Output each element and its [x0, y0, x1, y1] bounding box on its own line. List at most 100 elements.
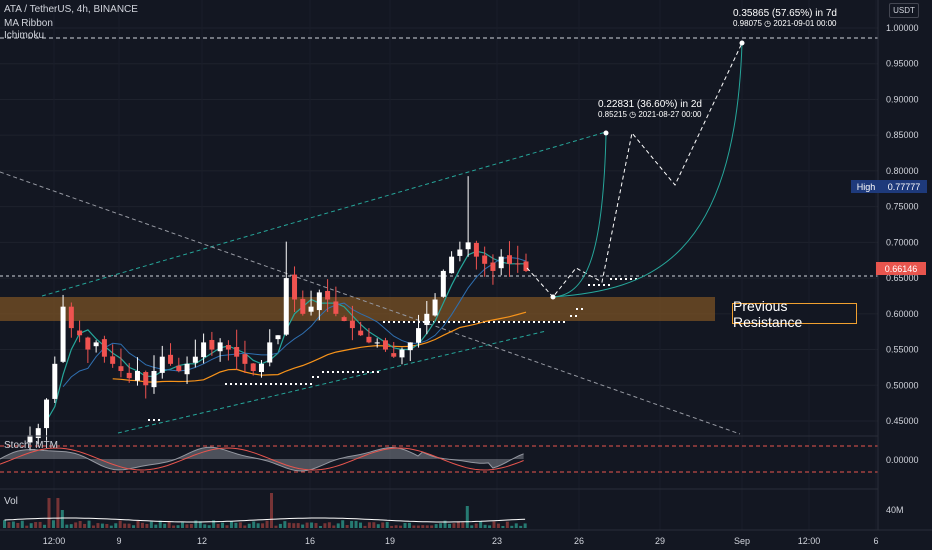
volume-bar	[341, 520, 345, 528]
volume-bar	[65, 524, 69, 528]
grid-lines	[0, 27, 878, 422]
candle-body	[151, 370, 157, 388]
projection-curve-2d	[552, 133, 607, 298]
volume-bar	[123, 523, 127, 528]
candle-body	[60, 306, 66, 362]
candle-body	[176, 365, 182, 371]
volume-bar	[372, 522, 376, 528]
volume-bar	[394, 525, 398, 528]
candle-body	[93, 342, 99, 347]
volume-bar	[448, 523, 451, 528]
volume-bar	[127, 523, 131, 528]
candle-body	[134, 370, 140, 381]
candle-body	[316, 292, 322, 311]
volume-bar	[399, 525, 403, 528]
candle-body	[118, 366, 124, 371]
volume-bars	[3, 493, 527, 528]
volume-bar	[118, 520, 122, 528]
candle-body	[391, 353, 397, 357]
candle-body	[159, 356, 165, 373]
volume-bar	[38, 521, 42, 528]
volume-bar	[78, 521, 82, 528]
stoch-d-line	[0, 447, 524, 471]
candle-body	[217, 342, 223, 352]
volume-bar	[247, 523, 251, 528]
stoch-pane-label[interactable]: Stoch_MTM	[4, 440, 58, 451]
candle-body	[192, 356, 198, 363]
volume-bar	[216, 523, 220, 528]
candle-body	[325, 290, 331, 300]
volume-bar	[488, 525, 492, 528]
volume-bar	[421, 525, 425, 528]
x-tick-label: Sep	[734, 536, 750, 546]
candle-body	[416, 328, 422, 343]
candle-body	[300, 298, 306, 314]
resistance-label[interactable]: Previous Resistance	[732, 298, 857, 330]
volume-bar	[47, 498, 51, 528]
currency-badge[interactable]: USDT	[889, 3, 919, 18]
volume-bar	[523, 523, 527, 528]
candle-body	[209, 339, 215, 350]
candle-body	[201, 342, 207, 358]
volume-bar	[25, 525, 29, 528]
projection-target-7d-point[interactable]	[739, 40, 745, 46]
indicator-ma-ribbon[interactable]: MA Ribbon	[4, 18, 53, 29]
volume-bar	[443, 520, 447, 528]
volume-bar	[301, 524, 305, 528]
candles-group	[27, 176, 529, 451]
projection-start-point[interactable]	[550, 294, 556, 300]
volume-bar	[292, 523, 296, 528]
x-tick-label: 19	[385, 536, 395, 546]
candle-body	[27, 435, 33, 443]
volume-bar	[332, 525, 336, 528]
y-tick-label: 0.45000	[886, 416, 919, 426]
downtrend-line	[0, 171, 741, 435]
annotation-7d[interactable]: 0.35865 (57.65%) in 7d 0.98075 ◷ 2021-09…	[733, 8, 837, 28]
volume-bar	[198, 521, 202, 528]
volume-bar	[314, 523, 318, 528]
candle-body	[457, 249, 463, 256]
volume-bar	[238, 522, 242, 528]
candle-body	[168, 354, 174, 364]
vol-pane-label[interactable]: Vol	[4, 496, 18, 507]
volume-bar	[323, 523, 327, 528]
volume-bar	[43, 524, 47, 528]
candle-body	[225, 345, 231, 350]
candle-body	[440, 270, 446, 297]
volume-bar	[252, 521, 256, 528]
candle-body	[258, 363, 264, 373]
volume-bar	[430, 525, 434, 528]
annotation-7d-sub: 0.98075 ◷ 2021-09-01 00:00	[733, 19, 837, 28]
volume-bar	[7, 522, 11, 528]
y-tick-label: 0.90000	[886, 94, 919, 104]
candle-body	[465, 242, 471, 250]
volume-bar	[265, 520, 269, 528]
candle-body	[292, 274, 298, 300]
volume-bar	[212, 520, 216, 528]
y-tick-label: 0.95000	[886, 59, 919, 69]
volume-bar	[376, 524, 380, 528]
projection-target-2d-point[interactable]	[603, 130, 609, 136]
volume-bar	[305, 522, 309, 528]
ma-slow-line	[112, 311, 527, 383]
volume-bar	[492, 521, 496, 528]
volume-bar	[310, 522, 314, 528]
x-tick-label: 29	[655, 536, 665, 546]
volume-ma-line	[4, 517, 526, 523]
candle-body	[250, 363, 256, 371]
y-tick-label: 0.70000	[886, 237, 919, 247]
candle-body	[382, 340, 388, 350]
volume-bar	[403, 523, 407, 528]
x-tick-label: 9	[116, 536, 121, 546]
volume-bar	[234, 522, 238, 528]
x-tick-label: 16	[305, 536, 315, 546]
candle-body	[407, 342, 413, 351]
annotation-2d[interactable]: 0.22831 (36.60%) in 2d 0.85215 ◷ 2021-08…	[598, 99, 702, 119]
volume-bar	[3, 520, 6, 528]
volume-bar	[363, 525, 367, 528]
indicator-ichimoku[interactable]: Ichimoku	[4, 30, 45, 41]
candle-body	[44, 399, 50, 429]
y-tick-label: 0.60000	[886, 309, 919, 319]
time-axis[interactable]: 12:00 9 12 16 19 23 26 29 Sep 12:00 6	[0, 529, 932, 546]
